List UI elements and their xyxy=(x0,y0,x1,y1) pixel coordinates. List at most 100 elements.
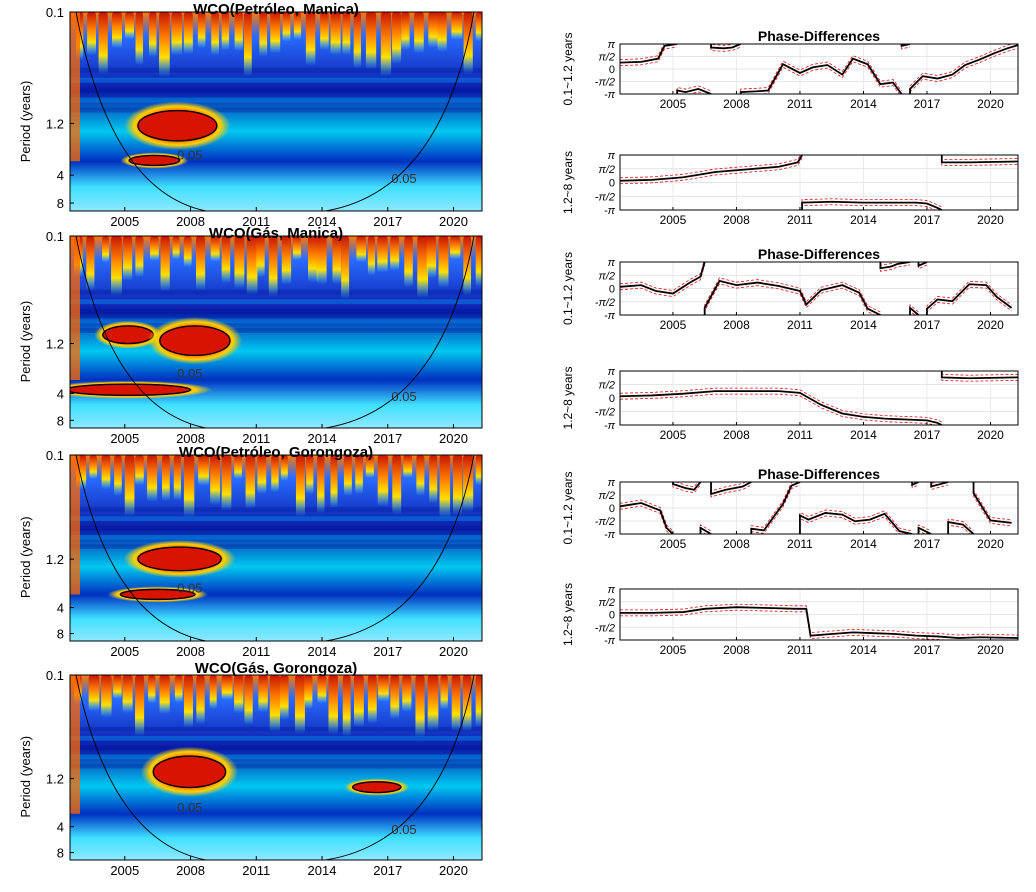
heatmap-spike xyxy=(196,236,206,291)
phase-line xyxy=(940,155,1018,164)
y-tick-label: 0 xyxy=(609,284,615,296)
heatmap-band xyxy=(70,77,482,83)
heatmap-band xyxy=(70,544,482,549)
y-tick-label: 0 xyxy=(609,503,615,515)
confidence-band-upper xyxy=(704,277,881,313)
heatmap-band xyxy=(70,745,482,750)
x-tick-label: 2017 xyxy=(914,97,941,111)
heatmap-spike xyxy=(221,455,232,512)
heatmap-spike xyxy=(390,236,400,271)
heatmap-spike xyxy=(114,455,122,497)
heatmap-spike xyxy=(282,12,291,42)
heatmap-spike xyxy=(451,675,461,732)
plot-frame xyxy=(69,11,483,212)
heatmap-band xyxy=(70,87,482,93)
phase-line xyxy=(947,521,975,534)
heatmap-spike xyxy=(258,675,268,713)
heatmap-band xyxy=(70,525,482,531)
confidence-band-lower xyxy=(755,61,900,94)
heatmap-spike xyxy=(341,236,350,300)
wco-heatmap xyxy=(70,675,482,860)
heatmap-band xyxy=(70,763,482,769)
phase-title: Phase-Differences xyxy=(758,28,880,44)
x-tick-label: 2005 xyxy=(660,643,687,657)
x-tick-label: 2005 xyxy=(110,863,139,878)
phase-line xyxy=(972,482,1012,524)
y-tick-label: π/2 xyxy=(598,380,615,392)
heatmap-spike xyxy=(451,12,463,40)
x-tick-label: 2011 xyxy=(787,213,813,227)
heatmap-spike xyxy=(437,12,447,52)
confidence-band-upper xyxy=(710,44,735,46)
y-tick-label: 0.1 xyxy=(46,229,64,244)
x-tick-label: 2017 xyxy=(373,214,402,229)
heatmap-spike xyxy=(280,675,289,720)
heatmap-spike xyxy=(159,675,170,714)
confidence-band-upper xyxy=(620,387,942,423)
phase-series xyxy=(620,371,1018,425)
heatmap-spike xyxy=(221,675,233,701)
y-axis-label: Period (years) xyxy=(18,736,33,818)
wco-heatmap xyxy=(70,12,482,211)
x-tick-label: 2014 xyxy=(308,863,337,878)
heatmap-spike xyxy=(475,236,482,287)
heatmap-spike xyxy=(317,455,325,514)
x-tick-label: 2020 xyxy=(977,318,1004,332)
phase-line xyxy=(739,57,903,94)
plot-frame xyxy=(619,588,1019,641)
y-tick-label: π/2 xyxy=(598,164,615,176)
x-tick-label: 2017 xyxy=(914,318,941,332)
confidence-band-lower xyxy=(911,484,919,489)
heatmap-spike xyxy=(135,12,144,66)
wco-title: WCO(Petróleo, Gorongoza) xyxy=(179,444,373,461)
heatmap-spike xyxy=(210,455,221,506)
y-tick-label: -π/2 xyxy=(595,407,615,419)
edge-effect xyxy=(70,675,80,814)
phase-panel: Phase-Differences ππ/20-π/2-π 0.1~1.2 year… xyxy=(561,466,1019,551)
y-tick-label: -π xyxy=(604,420,616,432)
confidence-band-lower xyxy=(620,609,989,640)
confidence-band-lower xyxy=(704,283,876,315)
wco-panel: 0.05 WCO(Petróleo, Gorongoza) 0.1 1.2 4 8 Peri… xyxy=(18,444,483,659)
x-tick-label: 2011 xyxy=(787,97,813,111)
confidence-band-lower xyxy=(941,374,1018,382)
y-tick-label: 1.2 xyxy=(46,772,64,787)
heatmap-spike xyxy=(342,675,351,737)
plot-frame xyxy=(69,454,483,642)
heatmap-spike xyxy=(355,455,363,494)
heatmap-spike xyxy=(320,12,329,51)
heatmap-spike xyxy=(390,675,400,720)
y-tick-label: π xyxy=(608,150,616,162)
heatmap-spike xyxy=(246,236,258,295)
phase-line xyxy=(703,279,881,315)
phase-line xyxy=(909,44,1018,94)
y-tick-label: 8 xyxy=(57,196,64,211)
heatmap-spike xyxy=(159,12,170,77)
significance-contour xyxy=(102,325,154,345)
heatmap-band xyxy=(70,516,482,522)
heatmap-spike xyxy=(330,455,338,509)
x-tick-label: 2005 xyxy=(110,214,139,229)
contour-label: 0.05 xyxy=(177,800,202,815)
contour-label: 0.05 xyxy=(391,389,416,404)
heatmap-spike xyxy=(111,12,122,49)
phase-line xyxy=(672,482,702,491)
heatmap-spike xyxy=(463,12,473,75)
heatmap-spike xyxy=(256,236,265,278)
heatmap-spike xyxy=(439,455,451,518)
x-tick-label: 2020 xyxy=(439,863,468,878)
contour-label: 0.05 xyxy=(391,171,416,186)
cone-of-influence xyxy=(75,12,475,211)
y-tick-label: π xyxy=(608,477,616,489)
heatmap-spike xyxy=(293,12,301,40)
x-tick-label: 2008 xyxy=(176,644,205,659)
heatmap-spike xyxy=(342,12,351,56)
heatmap-band xyxy=(70,736,482,741)
y-tick-label: π xyxy=(608,366,616,378)
confidence-band-upper xyxy=(941,155,1018,160)
confidence-band-lower xyxy=(620,505,671,534)
y-tick-label: -π xyxy=(604,529,616,541)
heatmap-spike xyxy=(135,455,144,486)
heatmap-spike xyxy=(173,455,182,501)
